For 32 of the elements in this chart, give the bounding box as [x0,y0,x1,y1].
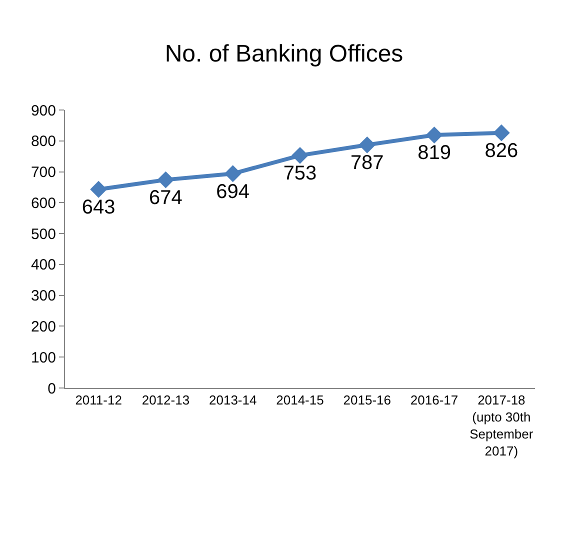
x-tick-label: 2017-18 (upto 30th September 2017) [470,392,534,458]
y-tick-label: 800 [30,133,56,150]
x-tick-label: 2012-13 [142,392,190,408]
y-tick-label: 500 [30,226,56,243]
x-tick-label: 2011-12 [75,392,122,408]
chart-title: No. of Banking Offices [164,40,404,68]
y-tick-label: 200 [30,318,56,336]
y-tick-label: 400 [30,256,56,274]
data-label: 694 [216,180,250,203]
data-label: 753 [283,162,317,185]
data-label: 787 [350,152,384,174]
point [157,171,174,188]
y-tick-label: 300 [30,288,56,305]
y-tick-label: 900 [30,102,56,120]
point [492,124,510,142]
y-tick-label: 0 [48,380,56,398]
point [292,146,308,164]
x-tick-label: 2013-14 [209,392,257,408]
data-label: 826 [484,140,518,162]
point [224,165,242,182]
x-tick-label: 2015-16 [343,392,391,408]
point [358,136,376,154]
x-tick-label: 2016-17 [410,392,458,408]
y-tick-label: 700 [30,164,56,182]
y-tick-label: 100 [30,349,56,366]
data-label: 643 [82,196,116,219]
data-label: 819 [418,142,451,164]
point [426,126,443,144]
x-tick-label: 2014-15 [276,392,324,408]
point [90,180,108,198]
y-tick-label: 600 [30,194,56,212]
data-label: 674 [149,186,182,209]
